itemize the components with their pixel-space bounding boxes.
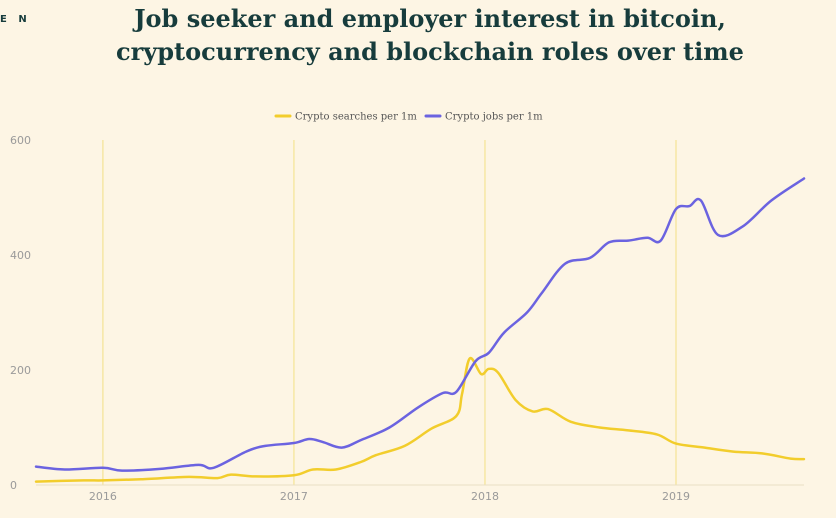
chart-title: Job seeker and employer interest in bitc… [40, 2, 820, 68]
legend-label-crypto-searches: Crypto searches per 1m [295, 112, 417, 123]
legend-label-crypto-jobs: Crypto jobs per 1m [445, 112, 543, 123]
series-line-crypto-searches [34, 356, 806, 483]
grid-lines [102, 140, 677, 485]
y-tick-label-400: 400 [10, 249, 31, 262]
x-tick-label-2018: 2018 [471, 490, 499, 503]
chart-title-line-2: cryptocurrency and blockchain roles over… [116, 37, 744, 66]
y-tick-label-0: 0 [10, 479, 17, 492]
legend: Crypto searches per 1m Crypto jobs per 1m [274, 112, 543, 123]
series-lines [34, 177, 806, 483]
y-tick-label-200: 200 [10, 364, 31, 377]
x-tick-label-2019: 2019 [662, 490, 690, 503]
x-tick-label-2016: 2016 [89, 490, 117, 503]
axes: 2016 2017 2018 2019 0 200 400 600 [10, 134, 804, 503]
y-tick-label-600: 600 [10, 134, 31, 147]
series-line-crypto-jobs [34, 177, 806, 472]
x-tick-label-2017: 2017 [280, 490, 308, 503]
chart-title-line-1: Job seeker and employer interest in bitc… [134, 4, 726, 33]
brand-logo: E N [0, 14, 31, 25]
